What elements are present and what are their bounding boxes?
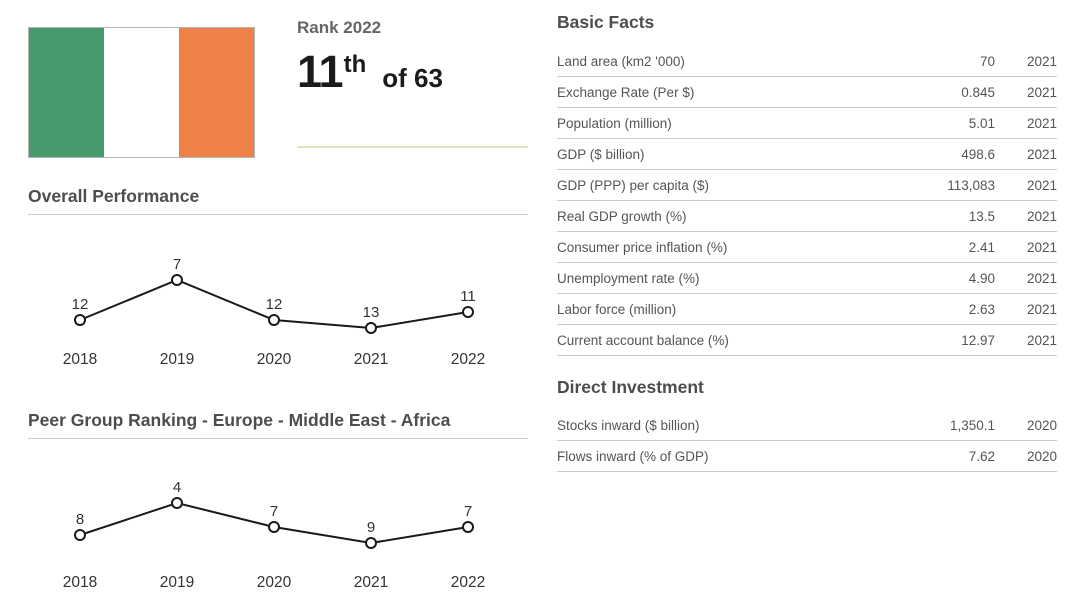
- fact-year: 2021: [1026, 270, 1057, 286]
- svg-text:7: 7: [270, 503, 278, 520]
- direct-investment-title: Direct Investment: [557, 377, 704, 397]
- table-row: GDP (PPP) per capita ($) 113,083 2021: [557, 170, 1057, 201]
- fact-year: 2021: [1026, 53, 1057, 69]
- ireland-flag: [28, 27, 255, 158]
- rank-underline: [297, 146, 528, 148]
- section-divider: [28, 438, 528, 439]
- fact-year: 2020: [1026, 448, 1057, 464]
- fact-value: 1,350.1: [949, 417, 995, 433]
- fact-label: Unemployment rate (%): [557, 270, 700, 286]
- peer-group-ranking-chart: 8 2018 4 2019 7 2020 9 2021 7 2022: [63, 479, 485, 591]
- fact-label: Stocks inward ($ billion): [557, 417, 700, 433]
- rank-year-label: Rank 2022: [297, 18, 382, 37]
- fact-label: GDP ($ billion): [557, 146, 645, 162]
- fact-value: 70: [979, 53, 995, 69]
- rank-value: 11: [297, 46, 344, 97]
- table-row: Labor force (million) 2.63 2021: [557, 294, 1057, 325]
- fact-value: 0.845: [961, 84, 995, 100]
- fact-year: 2021: [1026, 208, 1057, 224]
- fact-value: 5.01: [968, 115, 995, 131]
- direct-investment-table: Stocks inward ($ billion) 1,350.1 2020 F…: [557, 410, 1057, 472]
- svg-text:2020: 2020: [257, 574, 292, 591]
- fact-year: 2021: [1026, 239, 1057, 255]
- table-row: Land area (km2 '000) 70 2021: [557, 46, 1057, 77]
- fact-year: 2021: [1026, 177, 1057, 193]
- overall-performance-title: Overall Performance: [28, 186, 200, 206]
- table-row: GDP ($ billion) 498.6 2021: [557, 139, 1057, 170]
- fact-year: 2020: [1026, 417, 1057, 433]
- fact-year: 2021: [1026, 115, 1057, 131]
- svg-text:12: 12: [266, 296, 283, 313]
- fact-year: 2021: [1026, 146, 1057, 162]
- svg-text:8: 8: [76, 511, 84, 528]
- fact-label: Land area (km2 '000): [557, 53, 685, 69]
- svg-text:2018: 2018: [63, 574, 97, 591]
- svg-text:2021: 2021: [354, 351, 388, 368]
- svg-text:12: 12: [72, 296, 89, 313]
- peer-group-title: Peer Group Ranking - Europe - Middle Eas…: [28, 410, 451, 430]
- svg-text:9: 9: [367, 519, 375, 536]
- fact-label: Flows inward (% of GDP): [557, 448, 709, 464]
- svg-text:11: 11: [460, 288, 476, 305]
- table-row: Consumer price inflation (%) 2.41 2021: [557, 232, 1057, 263]
- table-row: Exchange Rate (Per $) 0.845 2021: [557, 77, 1057, 108]
- left-column: Rank 2022 11th of 63 Overall Performance …: [28, 0, 528, 615]
- rank-block: Rank 2022 11th of 63: [297, 18, 528, 98]
- table-row: Population (million) 5.01 2021: [557, 108, 1057, 139]
- svg-text:4: 4: [173, 479, 181, 496]
- svg-text:2022: 2022: [451, 351, 485, 368]
- flag-stripe-white: [104, 28, 179, 157]
- rank-of-total: of 63: [382, 63, 443, 93]
- fact-value: 7.62: [968, 448, 995, 464]
- flag-stripe-green: [29, 28, 104, 157]
- svg-text:2020: 2020: [257, 351, 292, 368]
- fact-label: GDP (PPP) per capita ($): [557, 177, 710, 193]
- table-row: Unemployment rate (%) 4.90 2021: [557, 263, 1057, 294]
- svg-text:7: 7: [464, 503, 472, 520]
- fact-label: Exchange Rate (Per $): [557, 84, 695, 100]
- table-row: Flows inward (% of GDP) 7.62 2020: [557, 441, 1057, 472]
- basic-facts-title: Basic Facts: [557, 12, 655, 32]
- fact-value: 4.90: [968, 270, 995, 286]
- basic-facts-table: Land area (km2 '000) 70 2021 Exchange Ra…: [557, 46, 1057, 356]
- table-row: Real GDP growth (%) 13.5 2021: [557, 201, 1057, 232]
- table-row: Stocks inward ($ billion) 1,350.1 2020: [557, 410, 1057, 441]
- fact-label: Consumer price inflation (%): [557, 239, 728, 255]
- right-column: Basic Facts Land area (km2 '000) 70 2021…: [557, 0, 1057, 615]
- flag-stripe-orange: [179, 28, 254, 157]
- fact-label: Population (million): [557, 115, 672, 131]
- svg-text:13: 13: [363, 304, 380, 321]
- svg-text:2019: 2019: [160, 574, 194, 591]
- fact-year: 2021: [1026, 84, 1057, 100]
- svg-text:7: 7: [173, 256, 181, 273]
- fact-value: 113,083: [947, 177, 995, 193]
- fact-year: 2021: [1026, 332, 1057, 348]
- svg-text:2022: 2022: [451, 574, 485, 591]
- fact-label: Current account balance (%): [557, 332, 729, 348]
- fact-value: 2.41: [968, 239, 995, 255]
- fact-value: 13.5: [968, 208, 995, 224]
- fact-label: Real GDP growth (%): [557, 208, 687, 224]
- rank-line: 11th of 63: [297, 46, 528, 98]
- svg-text:2021: 2021: [354, 574, 388, 591]
- svg-text:2019: 2019: [160, 351, 194, 368]
- svg-text:2018: 2018: [63, 351, 97, 368]
- fact-value: 2.63: [968, 301, 995, 317]
- fact-value: 498.6: [961, 146, 995, 162]
- rank-ordinal-suffix: th: [343, 51, 367, 78]
- table-row: Current account balance (%) 12.97 2021: [557, 325, 1057, 356]
- section-divider: [28, 214, 528, 215]
- fact-label: Labor force (million): [557, 301, 677, 317]
- overall-performance-chart: 12 2018 7 2019 12 2020 13 2021 11 2022: [63, 256, 485, 368]
- fact-year: 2021: [1026, 301, 1057, 317]
- fact-value: 12.97: [961, 332, 995, 348]
